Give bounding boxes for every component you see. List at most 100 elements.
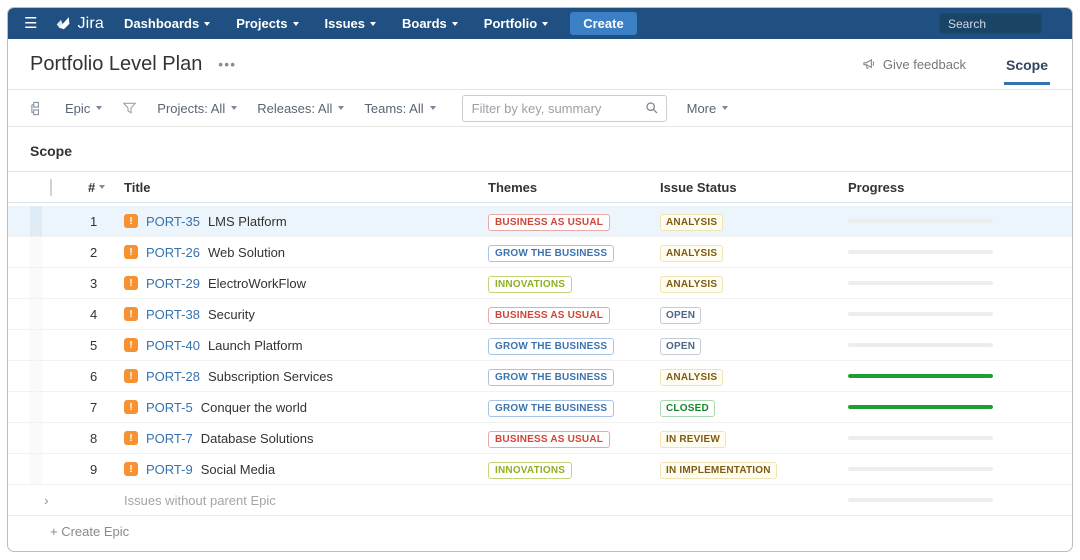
scope-section-heading: Scope (30, 143, 73, 159)
hamburger-menu-icon[interactable]: ☰ (24, 15, 38, 32)
chevron-down-icon (338, 106, 345, 110)
epic-title: Web Solution (207, 244, 286, 260)
issue-key-link[interactable]: PORT-28 (146, 368, 200, 384)
hierarchy-level-label: Epic (65, 100, 91, 116)
theme-badge: BUSINESS AS USUAL (488, 213, 611, 231)
table-row[interactable]: 5 ! PORT-40 Launch Platform GROW THE BUS… (8, 330, 1072, 361)
sort-arrow-icon (99, 185, 106, 189)
epic-type-icon: ! (124, 369, 138, 383)
teams-filter-label: Teams: All (364, 100, 424, 116)
table-row[interactable]: 7 ! PORT-5 Conquer the world GROW THE BU… (8, 392, 1072, 423)
issue-key-link[interactable]: PORT-29 (146, 275, 200, 291)
more-options-icon[interactable]: ••• (218, 56, 237, 72)
nav-item[interactable]: Portfolio (483, 16, 549, 31)
status-badge: ANALYSIS (660, 213, 724, 231)
teams-filter-dropdown[interactable]: Teams: All (364, 100, 436, 116)
projects-filter-label: Projects: All (157, 100, 226, 116)
epic-title-cell: ! PORT-28 Subscription Services (124, 369, 478, 384)
issue-key-link[interactable]: PORT-40 (146, 337, 200, 353)
table-row[interactable]: 4 ! PORT-38 Security BUSINESS AS USUAL O… (8, 299, 1072, 330)
chevron-down-icon (542, 21, 549, 26)
projects-filter-dropdown[interactable]: Projects: All (157, 100, 238, 116)
epic-type-icon: ! (124, 307, 138, 321)
select-all-checkbox[interactable] (50, 178, 52, 196)
epic-title: LMS Platform (207, 213, 287, 229)
hierarchy-level-dropdown[interactable]: Epic (65, 100, 103, 116)
epic-title: Security (207, 306, 255, 322)
column-header-progress[interactable]: Progress (848, 179, 905, 195)
issue-key-link[interactable]: PORT-26 (146, 244, 200, 260)
row-number: 5 (90, 337, 98, 353)
epic-title-cell: ! PORT-26 Web Solution (124, 245, 478, 260)
chevron-down-icon (369, 21, 376, 26)
top-navbar: ☰ Jira Dashboards Projects Is (8, 8, 1072, 39)
expand-chevron-icon[interactable]: › (44, 492, 49, 508)
column-header-title[interactable]: Title (124, 179, 151, 195)
epic-title: Launch Platform (207, 337, 303, 353)
epic-title: Conquer the world (200, 399, 307, 415)
chevron-down-icon (204, 21, 211, 26)
progress-bar (848, 436, 993, 440)
theme-badge: BUSINESS AS USUAL (488, 430, 611, 448)
create-epic-button[interactable]: + Create Epic (50, 524, 130, 539)
row-number: 9 (90, 461, 98, 477)
status-badge: ANALYSIS (660, 368, 724, 386)
megaphone-icon (863, 58, 875, 69)
filter-funnel-icon (122, 101, 137, 116)
nav-item[interactable]: Projects (236, 16, 299, 31)
epic-title: Subscription Services (207, 368, 333, 384)
nav-item[interactable]: Dashboards (124, 16, 211, 31)
more-filters-dropdown[interactable]: More (687, 101, 729, 116)
jira-logo[interactable]: Jira (55, 15, 104, 33)
nav-item-label: Portfolio (483, 16, 538, 31)
progress-bar-fill (848, 405, 993, 409)
row-number: 2 (90, 244, 98, 260)
theme-badge: GROW THE BUSINESS (488, 244, 615, 262)
status-badge: ANALYSIS (660, 244, 724, 262)
table-row[interactable]: 9 ! PORT-9 Social Media INNOVATIONS IN I… (8, 454, 1072, 485)
row-number: 4 (90, 306, 98, 322)
tab-scope[interactable]: Scope (1003, 43, 1050, 85)
status-badge: CLOSED (660, 399, 715, 417)
row-number: 8 (90, 430, 98, 446)
nav-item[interactable]: Issues (325, 16, 376, 31)
nav-item-label: Projects (236, 16, 288, 31)
row-number: 3 (90, 275, 98, 291)
status-badge: ANALYSIS (660, 275, 724, 293)
column-header-num[interactable]: # (88, 180, 124, 195)
epic-title: ElectroWorkFlow (207, 275, 306, 291)
issue-key-link[interactable]: PORT-7 (146, 430, 193, 446)
table-row[interactable]: 8 ! PORT-7 Database Solutions BUSINESS A… (8, 423, 1072, 454)
column-header-themes[interactable]: Themes (488, 179, 538, 195)
row-number: 6 (90, 368, 98, 384)
issue-key-link[interactable]: PORT-5 (146, 399, 193, 415)
theme-badge: INNOVATIONS (488, 461, 573, 479)
issues-without-parent-row[interactable]: › Issues without parent Epic (8, 485, 1072, 516)
issue-key-link[interactable]: PORT-38 (146, 306, 200, 322)
table-row[interactable]: 1 ! PORT-35 LMS Platform BUSINESS AS USU… (8, 206, 1072, 237)
brand-name: Jira (77, 14, 105, 32)
table-row[interactable]: 6 ! PORT-28 Subscription Services GROW T… (8, 361, 1072, 392)
theme-badge: BUSINESS AS USUAL (488, 306, 611, 324)
nav-item-label: Boards (401, 16, 447, 31)
create-epic-row: + Create Epic (8, 516, 1072, 547)
give-feedback-button[interactable]: Give feedback (862, 57, 966, 72)
app-window: ☰ Jira Dashboards Projects Is (7, 7, 1073, 552)
progress-bar (848, 498, 993, 502)
issue-key-link[interactable]: PORT-9 (146, 461, 193, 477)
global-search-input[interactable] (939, 13, 1042, 34)
issue-key-link[interactable]: PORT-35 (146, 213, 200, 229)
table-row[interactable]: 2 ! PORT-26 Web Solution GROW THE BUSINE… (8, 237, 1072, 268)
column-header-issue-status[interactable]: Issue Status (660, 179, 737, 195)
row-number: 7 (90, 399, 98, 415)
progress-bar (848, 219, 993, 223)
releases-filter-dropdown[interactable]: Releases: All (257, 101, 345, 116)
progress-bar (848, 281, 993, 285)
issues-without-parent-label: Issues without parent Epic (124, 492, 276, 508)
nav-item-label: Dashboards (124, 16, 200, 31)
table-row[interactable]: 3 ! PORT-29 ElectroWorkFlow INNOVATIONS … (8, 268, 1072, 299)
create-button[interactable]: Create (570, 12, 637, 35)
nav-item[interactable]: Boards (402, 16, 458, 31)
filter-by-key-input[interactable] (461, 94, 667, 122)
epic-type-icon: ! (124, 214, 138, 228)
